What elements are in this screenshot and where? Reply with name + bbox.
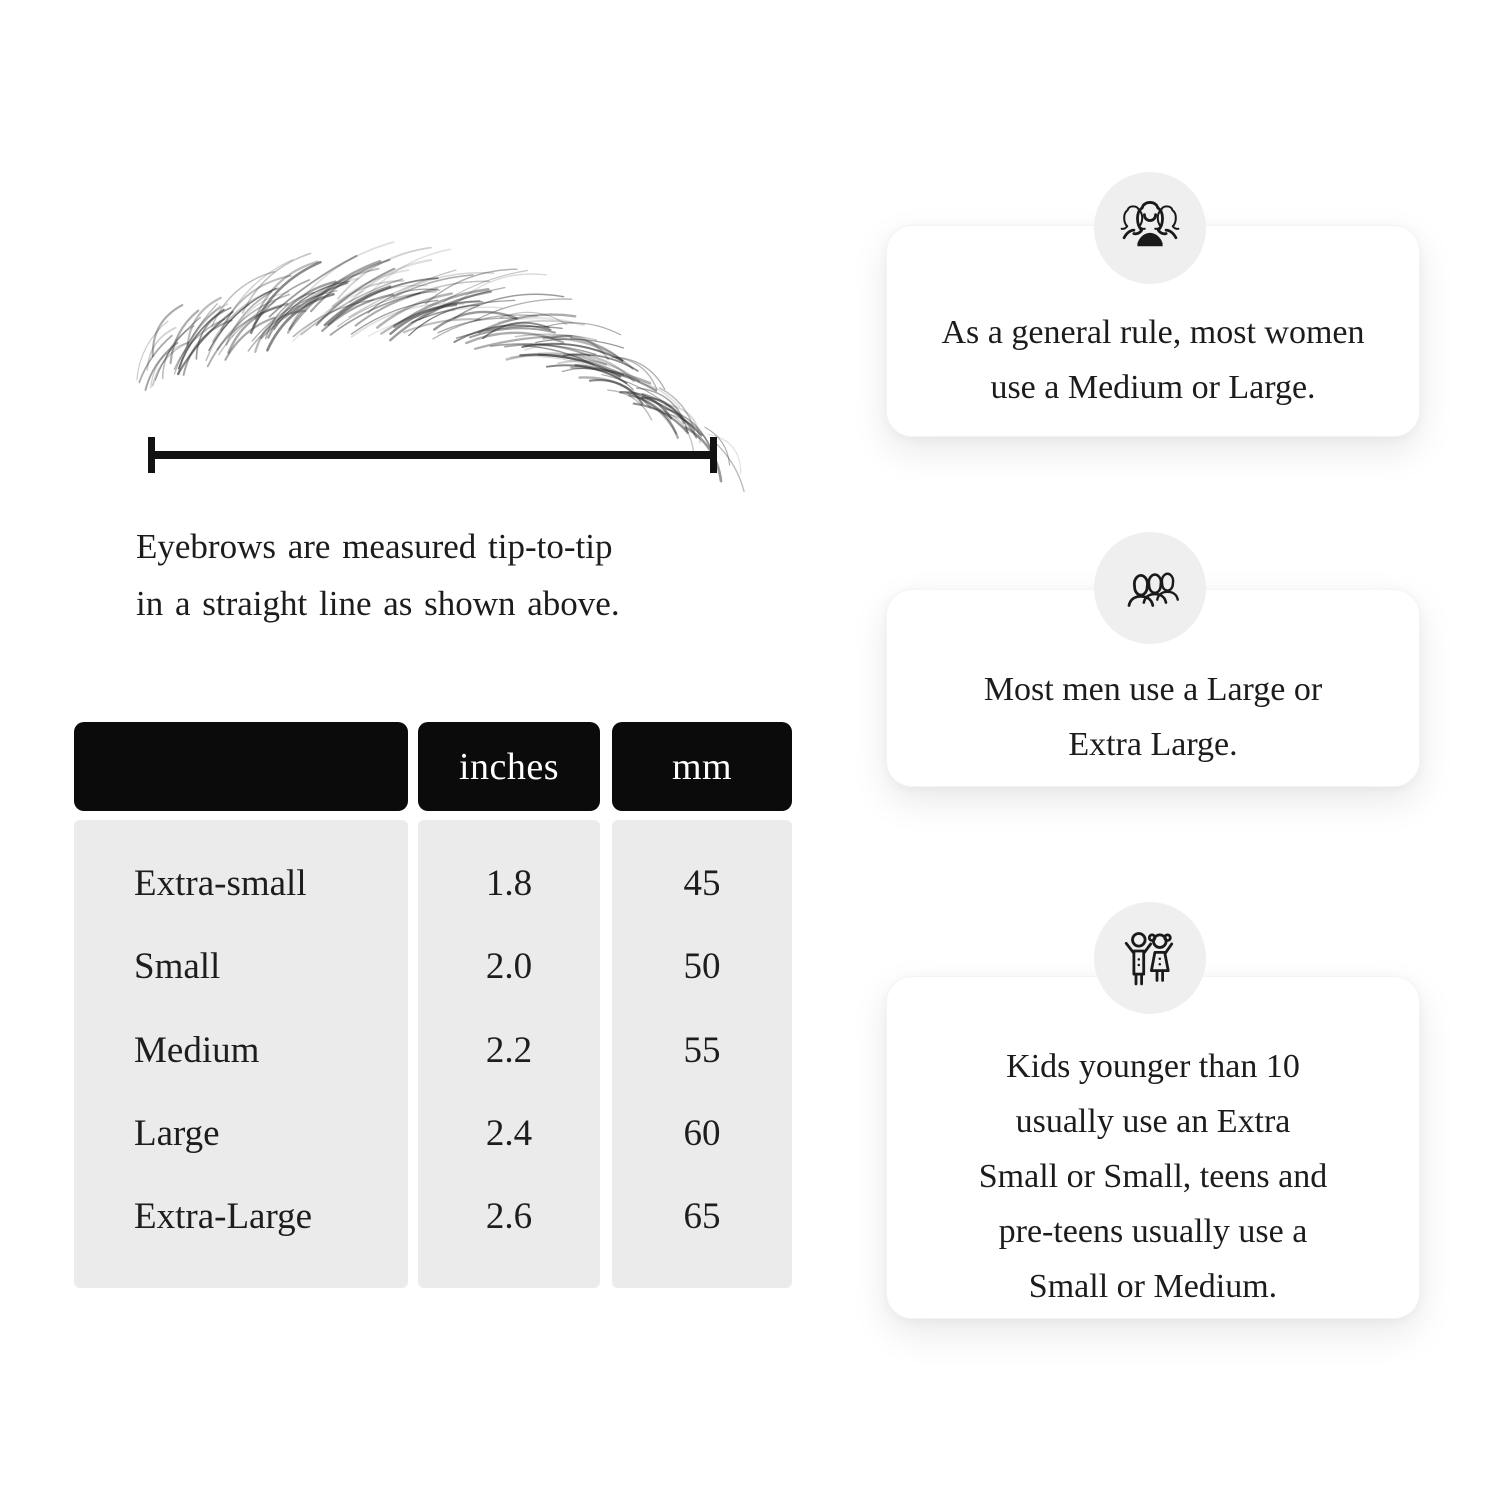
size-table-header-blank xyxy=(74,722,408,811)
size-table-header-inches: inches xyxy=(418,722,600,811)
size-label-cell: Large xyxy=(134,1112,220,1154)
inches-value-cell: 2.4 xyxy=(485,1112,533,1154)
size-label-cell: Extra-Large xyxy=(134,1195,313,1237)
size-label-cell: Small xyxy=(134,946,221,988)
size-table-mm-column: 45 50 55 60 65 xyxy=(612,820,792,1288)
mm-value-cell: 60 xyxy=(683,1112,721,1154)
men-icon-circle xyxy=(1094,532,1206,644)
men-tip-text: Most men use a Large or Extra Large. xyxy=(983,671,1323,763)
mm-value-cell: 65 xyxy=(683,1195,721,1237)
size-label-cell: Extra-small xyxy=(134,863,307,905)
size-label-cell: Medium xyxy=(134,1029,260,1071)
mm-value-cell: 50 xyxy=(683,946,721,988)
measurement-line xyxy=(152,451,714,459)
kids-tip-text: Kids younger than 10 usually use an Extr… xyxy=(978,1048,1328,1305)
measurement-caption: Eyebrows are measured tip-to-tip in a st… xyxy=(136,527,620,623)
women-group-icon xyxy=(1120,201,1180,247)
mm-value-cell: 45 xyxy=(683,863,721,905)
measurement-line-right-cap xyxy=(710,437,717,473)
men-group-icon xyxy=(1127,572,1179,607)
inches-value-cell: 2.2 xyxy=(485,1029,533,1071)
inches-value-cell: 2.0 xyxy=(485,946,533,988)
size-table-label-column: Extra-small Small Medium Large Extra-Lar… xyxy=(74,820,408,1288)
size-table-header-mm: mm xyxy=(612,722,792,811)
eyebrow-illustration xyxy=(136,241,745,493)
kids-icon xyxy=(1124,932,1174,986)
kids-icon-circle xyxy=(1094,902,1206,1014)
mm-value-cell: 55 xyxy=(683,1029,721,1071)
kids-tip-card: Kids younger than 10 usually use an Extr… xyxy=(886,976,1420,1319)
women-tip-text: As a general rule, most women use a Medi… xyxy=(941,314,1365,406)
size-table-inches-column: 1.8 2.0 2.2 2.4 2.6 xyxy=(418,820,600,1288)
measurement-line-left-cap xyxy=(148,437,155,473)
women-icon-circle xyxy=(1094,172,1206,284)
inches-value-cell: 2.6 xyxy=(485,1195,533,1237)
inches-value-cell: 1.8 xyxy=(485,863,533,905)
